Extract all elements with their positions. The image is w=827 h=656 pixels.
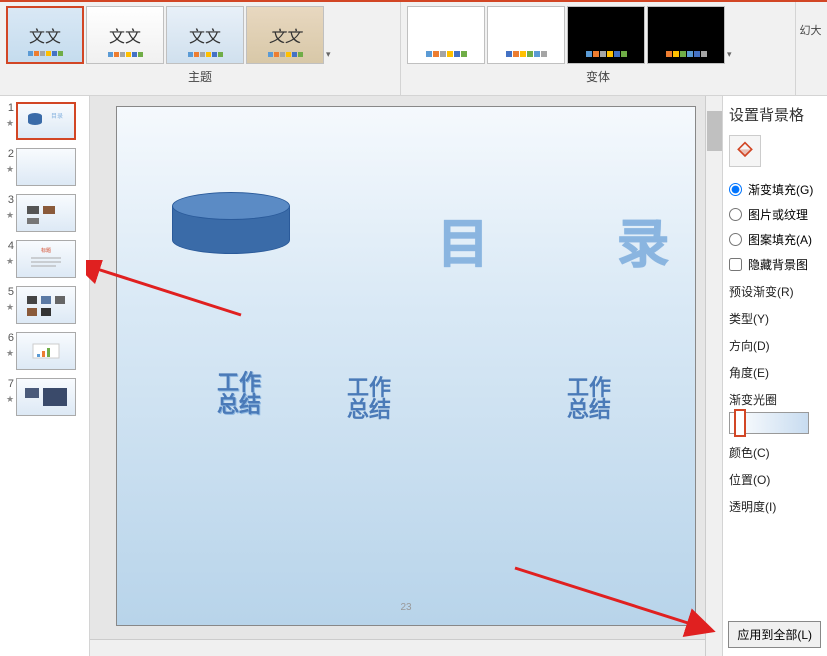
slide-thumb-6[interactable]: 6 ★ — [4, 332, 85, 370]
gradient-stops-label: 渐变光圈 — [729, 391, 821, 408]
themes-more-button[interactable]: ▾ — [326, 6, 340, 64]
angle-label: 角度(E) — [729, 364, 821, 381]
slide-thumb-3[interactable]: 3 ★ — [4, 194, 85, 232]
title-char-mu[interactable]: 目 — [437, 202, 489, 277]
apply-to-all-button[interactable]: 应用到全部(L) — [728, 621, 821, 648]
variant-item-3[interactable] — [567, 6, 645, 64]
themes-group: 文文 文文 文文 文文 ▾ 主题 — [0, 2, 400, 95]
variants-more-button[interactable]: ▾ — [727, 6, 741, 64]
work-summary-text-1[interactable]: 工作总结 — [217, 372, 261, 416]
variants-group-label: 变体 — [401, 68, 795, 87]
variant-item-4[interactable] — [647, 6, 725, 64]
slide-thumb-4[interactable]: 4 ★ 标题 — [4, 240, 85, 278]
gradient-stop-marker[interactable] — [734, 409, 746, 437]
theme-item-3[interactable]: 文文 — [166, 6, 244, 64]
format-background-pane: 设置背景格 渐变填充(G) 图片或纹理 图案填充(A) 隐藏背景图 预设渐变(R… — [722, 96, 827, 656]
slide-thumb-5[interactable]: 5 ★ — [4, 286, 85, 324]
title-char-lu[interactable]: 录 — [617, 202, 669, 277]
radio-pattern-fill[interactable]: 图案填充(A) — [729, 231, 821, 248]
slide-thumb-7[interactable]: 7 ★ — [4, 378, 85, 416]
horizontal-scrollbar[interactable] — [90, 639, 705, 656]
check-hide-background[interactable]: 隐藏背景图 — [729, 256, 821, 273]
direction-label: 方向(D) — [729, 337, 821, 354]
theme-item-1[interactable]: 文文 — [6, 6, 84, 64]
cylinder-shape[interactable] — [172, 192, 290, 262]
variants-group: ▾ 变体 — [400, 2, 795, 95]
variant-item-2[interactable] — [487, 6, 565, 64]
transparency-label: 透明度(I) — [729, 498, 821, 515]
variant-item-1[interactable] — [407, 6, 485, 64]
svg-text:目录: 目录 — [51, 112, 63, 120]
preset-gradient-label: 预设渐变(R) — [729, 283, 821, 300]
fill-icon[interactable] — [729, 135, 761, 167]
ribbon-extra: 幻大 — [795, 2, 825, 95]
pane-title: 设置背景格 — [729, 104, 821, 125]
vertical-scrollbar[interactable] — [705, 96, 722, 656]
work-summary-text-2[interactable]: 工作总结 — [347, 377, 391, 421]
radio-gradient-fill[interactable]: 渐变填充(G) — [729, 181, 821, 198]
position-label: 位置(O) — [729, 471, 821, 488]
slide-canvas-area: 目 录 工作总结 工作总结 工作总结 23 — [90, 96, 722, 656]
slide-thumbnail-panel: 1 ★ 目录 2 ★ 3 ★ 4 ★ 标题 5 ★ — [0, 96, 90, 656]
work-summary-text-3[interactable]: 工作总结 — [567, 377, 611, 421]
slide-canvas[interactable]: 目 录 工作总结 工作总结 工作总结 23 — [116, 106, 696, 626]
main-area: 1 ★ 目录 2 ★ 3 ★ 4 ★ 标题 5 ★ — [0, 96, 827, 656]
slide-thumb-2[interactable]: 2 ★ — [4, 148, 85, 186]
slide-page-number: 23 — [400, 602, 411, 613]
ribbon: 文文 文文 文文 文文 ▾ 主题 — [0, 2, 827, 96]
radio-picture-fill[interactable]: 图片或纹理 — [729, 206, 821, 223]
svg-text:标题: 标题 — [41, 247, 51, 254]
slide-thumb-1[interactable]: 1 ★ 目录 — [4, 102, 85, 140]
theme-item-2[interactable]: 文文 — [86, 6, 164, 64]
theme-item-4[interactable]: 文文 — [246, 6, 324, 64]
gradient-stops-slider[interactable] — [729, 412, 809, 434]
color-label: 颜色(C) — [729, 444, 821, 461]
themes-group-label: 主题 — [0, 68, 400, 87]
type-label: 类型(Y) — [729, 310, 821, 327]
